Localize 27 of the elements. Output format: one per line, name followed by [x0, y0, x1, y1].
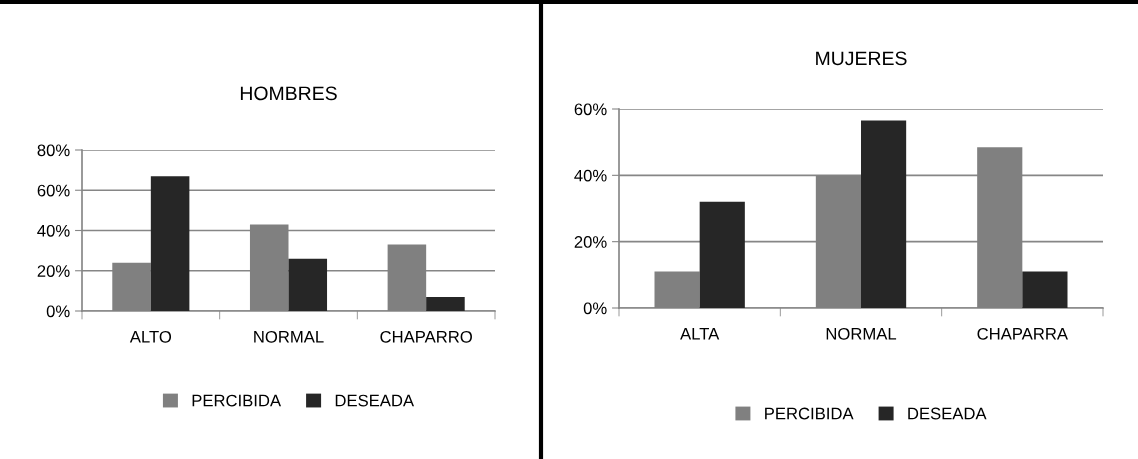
y-tick-label: 0% [583, 302, 607, 315]
legend-label: PERCIBIDA [765, 407, 854, 420]
chart-title: HOMBRES [240, 86, 337, 101]
x-tick-label: NORMAL [826, 327, 897, 340]
x-tick-label: ALTO [129, 330, 172, 343]
chart-title: MUJERES [816, 51, 907, 66]
y-tick-label: 20% [37, 265, 70, 277]
bar [426, 296, 465, 311]
legend-label: DESEADA [335, 394, 415, 407]
bar [1022, 271, 1068, 308]
y-tick-label: 60% [574, 103, 607, 116]
bar [150, 176, 190, 311]
legend-label: DESEADA [908, 407, 987, 420]
legend-label: PERCIBIDA [192, 394, 282, 407]
x-tick-label: CHAPARRA [977, 327, 1068, 340]
y-tick-label: 20% [574, 236, 607, 248]
x-tick-label: ALTA [680, 328, 720, 340]
y-tick-label: 40% [574, 169, 607, 182]
y-tick-label: 40% [37, 224, 70, 237]
bar [288, 258, 328, 311]
y-tick-label: 60% [37, 184, 70, 197]
y-tick-label: 0% [46, 305, 70, 318]
x-tick-label: CHAPARRO [380, 330, 472, 343]
bar [861, 120, 907, 308]
bar [699, 201, 745, 308]
x-tick-label: NORMAL [254, 330, 324, 343]
y-tick-label: 80% [37, 144, 70, 157]
